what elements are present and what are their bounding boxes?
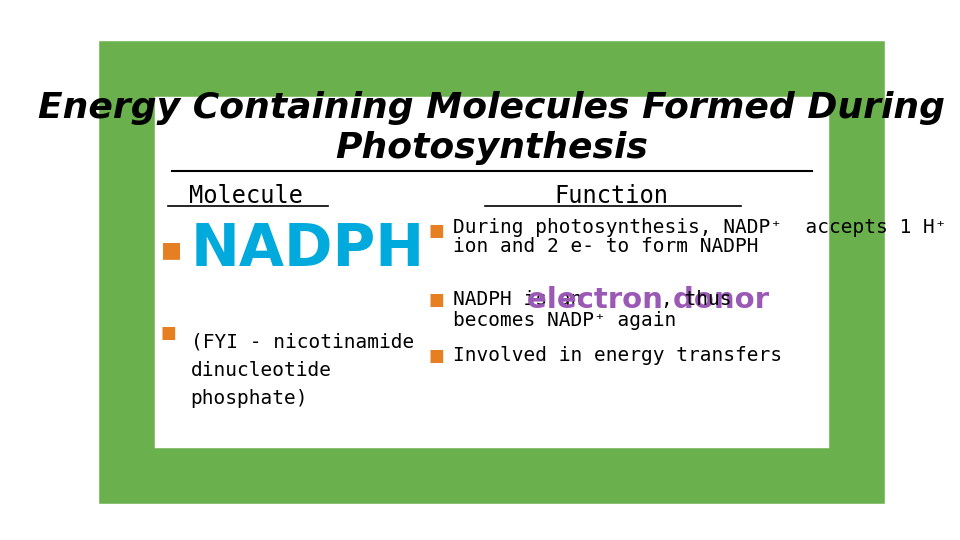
Text: Energy Containing Molecules Formed During: Energy Containing Molecules Formed Durin… xyxy=(38,91,946,125)
Text: , thus: , thus xyxy=(660,290,732,309)
Text: Function: Function xyxy=(554,184,668,208)
Text: becomes NADP⁺ again: becomes NADP⁺ again xyxy=(453,311,677,330)
Text: Involved in energy transfers: Involved in energy transfers xyxy=(453,346,782,366)
Text: ■: ■ xyxy=(429,222,444,240)
Text: NADPH is an: NADPH is an xyxy=(453,290,594,309)
Text: ■: ■ xyxy=(429,291,444,309)
Text: During photosynthesis, NADP⁺  accepts 1 H⁺: During photosynthesis, NADP⁺ accepts 1 H… xyxy=(453,218,947,237)
Text: ion and 2 e- to form NADPH: ion and 2 e- to form NADPH xyxy=(453,237,758,256)
Text: electron donor: electron donor xyxy=(527,286,769,314)
Text: Molecule: Molecule xyxy=(189,184,303,208)
Text: NADPH: NADPH xyxy=(191,221,425,278)
Text: (FYI - nicotinamide
dinucleotide
phosphate): (FYI - nicotinamide dinucleotide phospha… xyxy=(191,333,414,408)
Text: Photosynthesis: Photosynthesis xyxy=(336,131,648,165)
Text: ■: ■ xyxy=(429,347,444,365)
Text: ■: ■ xyxy=(161,324,177,342)
Text: ■: ■ xyxy=(161,240,182,260)
